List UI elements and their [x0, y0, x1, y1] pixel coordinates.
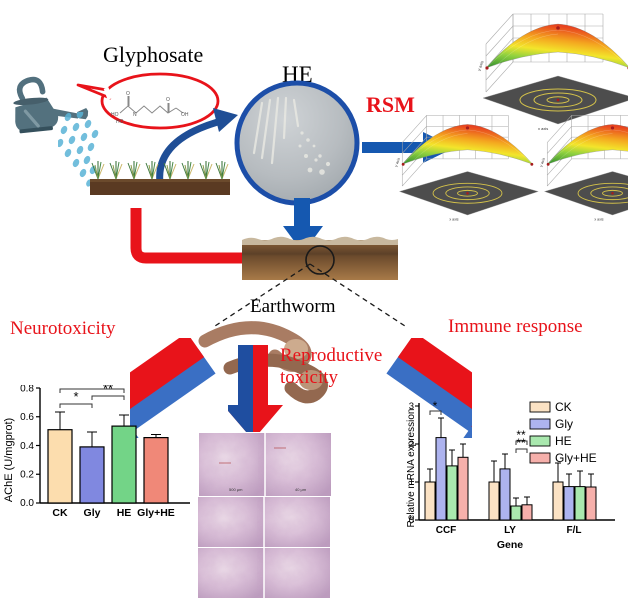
svg-text:**: **: [103, 385, 113, 396]
svg-text:y axis: y axis: [540, 157, 546, 167]
svg-text:Relative mRNA expression: Relative mRNA expression: [406, 409, 417, 528]
svg-text:*: *: [433, 399, 438, 413]
svg-text:HE: HE: [555, 434, 572, 448]
svg-text:Gly+HE: Gly+HE: [555, 451, 597, 465]
svg-text:HO: HO: [111, 112, 119, 118]
svg-text:x axis: x axis: [449, 217, 458, 221]
svg-text:Gene: Gene: [497, 539, 523, 551]
svg-text:0.0: 0.0: [20, 498, 34, 509]
svg-text:0.6: 0.6: [20, 412, 34, 423]
svg-text:**: **: [516, 436, 526, 450]
svg-text:Gly+HE: Gly+HE: [137, 507, 175, 519]
svg-text:*: *: [73, 389, 78, 404]
svg-text:LY: LY: [504, 525, 516, 536]
svg-text:HE: HE: [117, 507, 132, 519]
svg-text:Gly: Gly: [555, 417, 573, 431]
svg-text:0.2: 0.2: [20, 470, 34, 481]
svg-text:CCF: CCF: [436, 525, 457, 536]
svg-text:N: N: [133, 112, 137, 118]
svg-text:AChE (U/mgprot): AChE (U/mgprot): [3, 418, 15, 502]
svg-text:y axis: y axis: [395, 157, 401, 167]
svg-text:F/L: F/L: [567, 525, 582, 536]
svg-text:CK: CK: [555, 400, 572, 414]
svg-text:0.4: 0.4: [20, 441, 34, 452]
svg-text:CK: CK: [52, 507, 68, 519]
svg-text:40 μm: 40 μm: [295, 487, 307, 492]
svg-text:0.8: 0.8: [20, 385, 34, 395]
svg-text:O: O: [126, 91, 130, 97]
svg-text:y axis: y axis: [478, 60, 484, 71]
svg-text:*: *: [89, 385, 94, 389]
svg-text:HO: HO: [116, 119, 124, 125]
svg-text:Gly: Gly: [84, 507, 101, 519]
svg-text:500 μm: 500 μm: [229, 487, 243, 492]
svg-text:x axis: x axis: [594, 217, 603, 221]
